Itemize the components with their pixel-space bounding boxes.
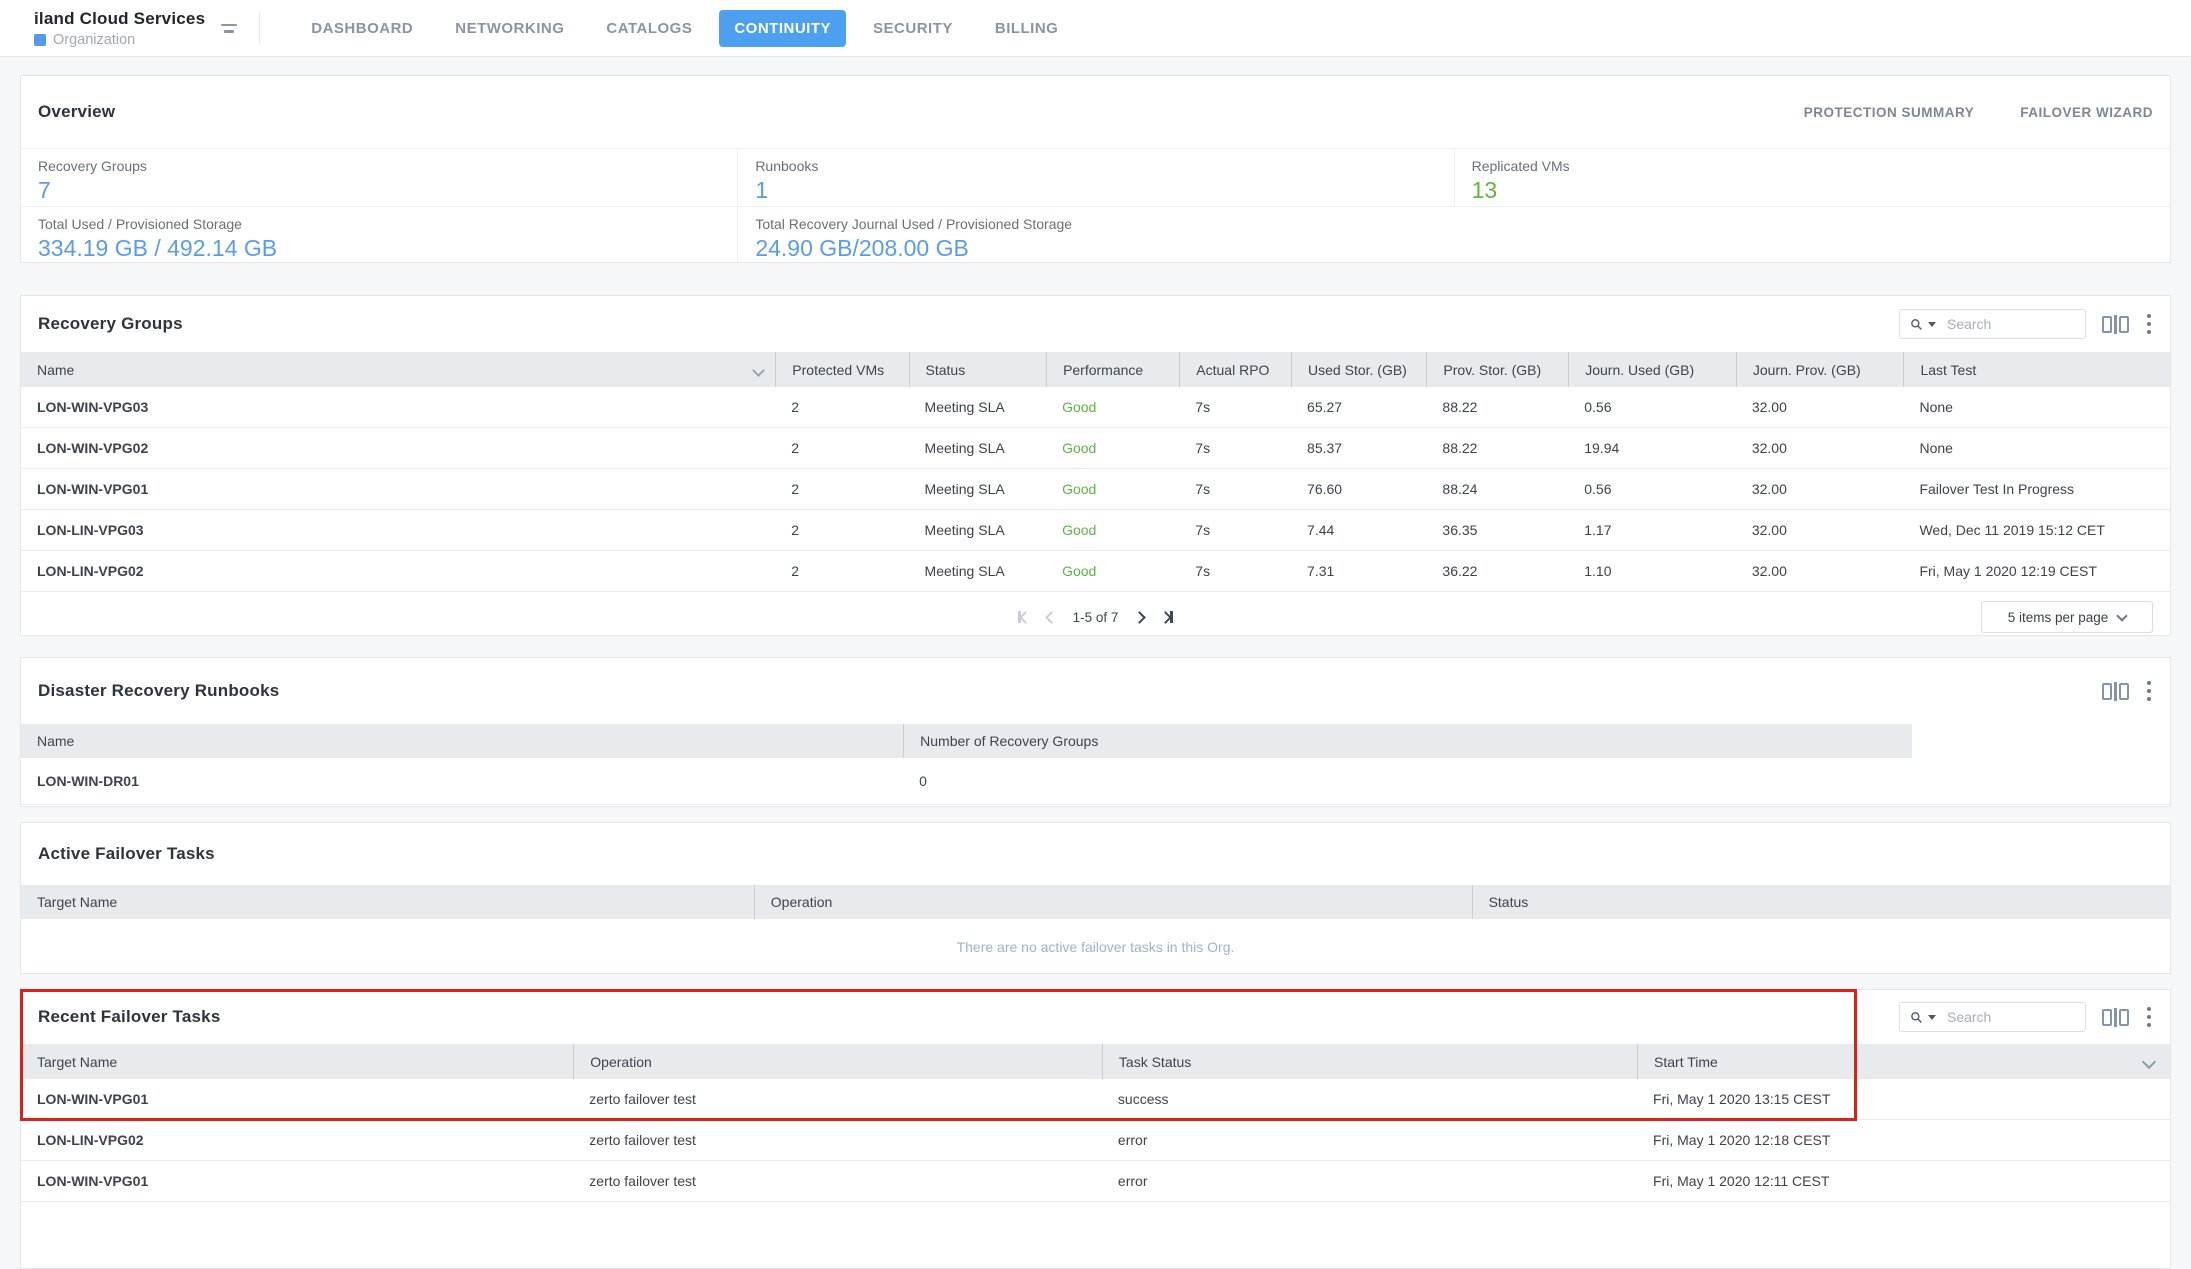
last-page-icon[interactable] bbox=[1159, 610, 1173, 624]
overview-stats-row-1: Recovery Groups 7 Runbooks 1 Replicated … bbox=[21, 149, 2170, 206]
pagination-bar: 1-5 of 7 5 items per page bbox=[21, 592, 2170, 642]
overview-title: Overview bbox=[38, 102, 116, 121]
org-square-icon bbox=[34, 33, 46, 46]
topbar-divider bbox=[259, 11, 261, 45]
overview-panel: Overview PROTECTION SUMMARY FAILOVER WIZ… bbox=[20, 75, 2171, 264]
col-journ-used[interactable]: Journ. Used (GB) bbox=[1568, 352, 1736, 387]
col-target-name[interactable]: Target Name bbox=[37, 1053, 118, 1070]
tab-billing[interactable]: BILLING bbox=[994, 19, 1059, 37]
table-row[interactable]: LON-WIN-DR01 0 bbox=[21, 758, 2170, 805]
recovery-groups-panel: Recovery Groups Name Protected VMs Statu… bbox=[20, 295, 2171, 636]
brand: iland Cloud Services Organization bbox=[34, 9, 205, 48]
search-icon bbox=[1911, 318, 1922, 330]
kebab-menu-icon[interactable] bbox=[2145, 312, 2154, 336]
table-row[interactable]: LON-WIN-VPG01 zerto failover test error … bbox=[21, 1161, 2170, 1202]
runbooks-header: Name Number of Recovery Groups bbox=[21, 724, 2170, 758]
col-task-status[interactable]: Task Status bbox=[1101, 1044, 1637, 1079]
search-filter-caret-icon[interactable] bbox=[1927, 1014, 1936, 1020]
column-settings-icon[interactable] bbox=[2102, 1007, 2129, 1027]
stat-runbooks-value: 1 bbox=[755, 177, 769, 203]
stat-journal-storage-value: 24.90 GB/208.00 GB bbox=[755, 235, 969, 261]
col-performance[interactable]: Performance bbox=[1046, 352, 1179, 387]
items-per-page-select[interactable]: 5 items per page bbox=[1981, 601, 2153, 633]
search-filter-caret-icon[interactable] bbox=[1927, 321, 1936, 327]
org-selector[interactable]: Organization bbox=[34, 32, 205, 48]
stat-replicated-vms: Replicated VMs 13 bbox=[1453, 149, 2170, 206]
prev-page-icon[interactable] bbox=[1044, 610, 1058, 624]
table-row[interactable]: LON-WIN-VPG01 2 Meeting SLA Good 7s 76.6… bbox=[21, 469, 2170, 510]
col-prov-stor[interactable]: Prov. Stor. (GB) bbox=[1426, 352, 1568, 387]
active-tasks-header: Target Name Operation Status bbox=[21, 885, 2170, 919]
col-operation[interactable]: Operation bbox=[573, 1044, 1102, 1079]
tab-catalogs[interactable]: CATALOGS bbox=[606, 19, 693, 37]
chevron-down-icon bbox=[2116, 609, 2128, 622]
overview-stats-row-2: Total Used / Provisioned Storage 334.19 … bbox=[21, 206, 2170, 264]
table-row[interactable]: LON-LIN-VPG03 2 Meeting SLA Good 7s 7.44… bbox=[21, 510, 2170, 551]
protection-summary-link[interactable]: PROTECTION SUMMARY bbox=[1803, 104, 1975, 120]
recovery-groups-title: Recovery Groups bbox=[38, 314, 183, 333]
stat-recovery-groups-value: 7 bbox=[38, 177, 51, 203]
active-tasks-title: Active Failover Tasks bbox=[38, 844, 215, 863]
col-number-recovery-groups[interactable]: Number of Recovery Groups bbox=[903, 724, 1913, 758]
tab-dashboard[interactable]: DASHBOARD bbox=[311, 19, 414, 37]
col-start-time[interactable]: Start Time bbox=[1637, 1044, 2170, 1079]
stat-empty-cell bbox=[1454, 207, 2170, 264]
search-input[interactable] bbox=[1944, 315, 2075, 333]
col-status[interactable]: Status bbox=[908, 352, 1047, 387]
first-page-icon[interactable] bbox=[1018, 610, 1032, 624]
table-row[interactable]: LON-LIN-VPG02 zerto failover test error … bbox=[21, 1120, 2170, 1161]
failover-wizard-link[interactable]: FAILOVER WIZARD bbox=[2020, 104, 2153, 120]
kebab-menu-icon[interactable] bbox=[2145, 679, 2154, 703]
recent-tasks-panel: Recent Failover Tasks Target Name Operat… bbox=[20, 989, 2171, 1269]
menu-icon[interactable] bbox=[221, 23, 238, 33]
search-icon bbox=[1911, 1011, 1922, 1023]
active-tasks-panel: Active Failover Tasks Target Name Operat… bbox=[20, 822, 2171, 974]
stat-recovery-groups: Recovery Groups 7 bbox=[21, 149, 737, 206]
col-last-test[interactable]: Last Test bbox=[1903, 352, 2169, 387]
top-bar: iland Cloud Services Organization DASHBO… bbox=[0, 0, 2191, 57]
stat-runbooks: Runbooks 1 bbox=[737, 149, 1453, 206]
col-target-name[interactable]: Target Name bbox=[37, 894, 118, 910]
col-journ-prov[interactable]: Journ. Prov. (GB) bbox=[1735, 352, 1904, 387]
tab-security[interactable]: SECURITY bbox=[873, 19, 953, 37]
col-used-stor[interactable]: Used Stor. (GB) bbox=[1291, 352, 1426, 387]
stat-replicated-vms-value: 13 bbox=[1471, 177, 1498, 203]
main-nav: DASHBOARD NETWORKING CATALOGS CONTINUITY… bbox=[296, 9, 1073, 47]
kebab-menu-icon[interactable] bbox=[2145, 1005, 2154, 1029]
chevron-down-icon[interactable] bbox=[2141, 1054, 2157, 1070]
table-row[interactable]: LON-WIN-VPG02 2 Meeting SLA Good 7s 85.3… bbox=[21, 428, 2170, 469]
table-row[interactable]: LON-WIN-VPG03 2 Meeting SLA Good 7s 65.2… bbox=[21, 387, 2170, 428]
tab-continuity[interactable]: CONTINUITY bbox=[719, 9, 847, 47]
recent-tasks-title: Recent Failover Tasks bbox=[38, 1007, 221, 1026]
recovery-groups-header: Name Protected VMs Status Performance Ac… bbox=[21, 352, 2170, 387]
next-page-icon[interactable] bbox=[1133, 610, 1147, 624]
sort-desc-icon[interactable] bbox=[752, 362, 766, 378]
recent-tasks-header: Target Name Operation Task Status Start … bbox=[21, 1044, 2170, 1079]
column-settings-icon[interactable] bbox=[2102, 314, 2129, 334]
col-status[interactable]: Status bbox=[1471, 885, 2170, 919]
stat-journal-storage: Total Recovery Journal Used / Provisione… bbox=[737, 207, 1453, 264]
tab-networking[interactable]: NETWORKING bbox=[455, 19, 565, 37]
col-name[interactable]: Name bbox=[21, 352, 775, 387]
recovery-groups-search[interactable] bbox=[1899, 309, 2086, 339]
col-protected-vms[interactable]: Protected VMs bbox=[775, 352, 908, 387]
pagination-range: 1-5 of 7 bbox=[1072, 609, 1119, 625]
stat-total-storage-value: 334.19 GB / 492.14 GB bbox=[38, 235, 278, 261]
column-settings-icon[interactable] bbox=[2102, 681, 2129, 701]
table-row[interactable]: LON-LIN-VPG02 2 Meeting SLA Good 7s 7.31… bbox=[21, 551, 2170, 592]
col-name[interactable]: Name bbox=[21, 724, 904, 758]
stat-total-storage: Total Used / Provisioned Storage 334.19 … bbox=[21, 207, 737, 264]
org-label: Organization bbox=[53, 31, 136, 48]
brand-name: iland Cloud Services bbox=[34, 8, 206, 28]
col-operation[interactable]: Operation bbox=[753, 885, 1472, 919]
recent-tasks-search[interactable] bbox=[1899, 1002, 2086, 1032]
empty-state-message: There are no active failover tasks in th… bbox=[956, 939, 1235, 955]
table-row[interactable]: LON-WIN-VPG01 zerto failover test succes… bbox=[21, 1079, 2170, 1120]
col-actual-rpo[interactable]: Actual RPO bbox=[1179, 352, 1291, 387]
runbooks-title: Disaster Recovery Runbooks bbox=[38, 681, 280, 700]
runbooks-panel: Disaster Recovery Runbooks Name Number o… bbox=[20, 657, 2171, 807]
search-input[interactable] bbox=[1944, 1008, 2075, 1026]
